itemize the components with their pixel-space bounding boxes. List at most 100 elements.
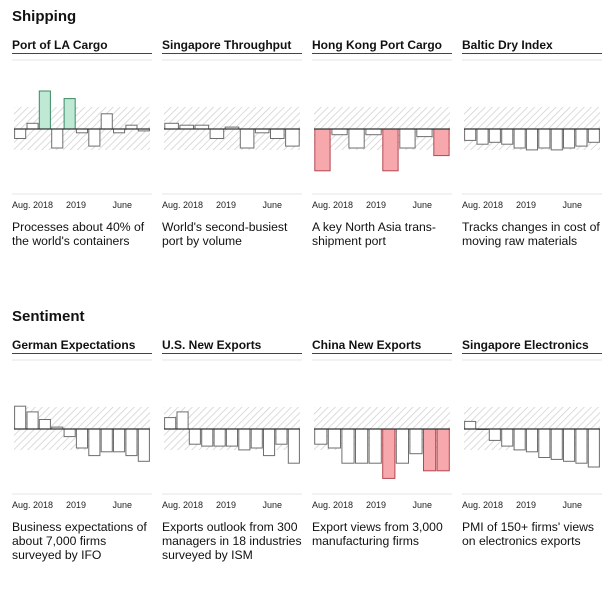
bar-chart: Aug. 2018 2019 June [312, 359, 452, 510]
bar-chart: Aug. 2018 2019 June [162, 59, 302, 210]
tick-label: Aug. 2018 [162, 200, 203, 210]
bar-mark [88, 128, 101, 147]
tick-label: June [562, 500, 582, 510]
tick-label: June [412, 500, 432, 510]
bar-mark [501, 128, 514, 145]
panel-title: Singapore Throughput [162, 38, 302, 54]
bar-mark [164, 122, 179, 130]
bar-mark [38, 419, 51, 430]
panel-title: Baltic Dry Index [462, 38, 602, 54]
bar-mark [63, 428, 76, 438]
panel-description: Tracks changes in cost of moving raw mat… [462, 220, 600, 248]
bar-mark [239, 128, 255, 149]
panel-description: Exports outlook from 300 managers in 18 … [162, 520, 302, 562]
panel-title: China New Exports [312, 338, 452, 354]
tick-label: Aug. 2018 [462, 500, 503, 510]
bar-mark [88, 428, 101, 457]
bar-mark [538, 128, 551, 149]
bar-mark [176, 411, 189, 430]
bar-mark [587, 128, 600, 143]
bar-mark [164, 417, 177, 430]
bar-mark [113, 428, 126, 453]
bar-mark [26, 122, 39, 130]
bar-mark [100, 113, 113, 130]
bar-mark [538, 428, 551, 458]
bar-chart: Aug. 2018 2019 June [312, 59, 452, 210]
panel-title: Port of LA Cargo [12, 38, 152, 54]
panel-title: German Expectations [12, 338, 152, 354]
bar-mark [100, 428, 113, 453]
bar-mark [270, 128, 285, 139]
tick-label: June [112, 200, 132, 210]
bar-mark [575, 428, 588, 464]
bar-mark [188, 428, 201, 445]
tick-label: Aug. 2018 [462, 200, 503, 210]
tick-label: 2019 [366, 500, 386, 510]
bar-chart: Aug. 2018 2019 June [12, 359, 152, 510]
panel-description: A key North Asia trans-shipment port [312, 220, 436, 248]
bar-mark [476, 128, 489, 145]
bar-mark [355, 428, 369, 464]
bar-mark [550, 128, 563, 151]
bar-mark [550, 428, 563, 460]
bar-chart: Aug. 2018 2019 June [462, 359, 602, 510]
bar-mark [409, 428, 423, 455]
bar-mark [488, 428, 501, 441]
bar-mark [314, 428, 328, 445]
bar-chart: Aug. 2018 2019 June [162, 359, 302, 510]
panel-title: Singapore Electronics [462, 338, 602, 354]
panel-description: Business expectations of about 7,000 fir… [12, 520, 147, 562]
bar-mark [513, 428, 526, 451]
tick-label: 2019 [366, 200, 386, 210]
bar-mark [368, 428, 382, 464]
tick-label: June [262, 200, 282, 210]
bar-mark [14, 128, 27, 139]
bar-mark [263, 428, 276, 457]
bar-mark [563, 128, 576, 149]
bar-mark [287, 428, 300, 464]
panel-title: U.S. New Exports [162, 338, 302, 354]
panel-title: Hong Kong Port Cargo [312, 38, 452, 54]
panel-description: Processes about 40% of the world's conta… [12, 220, 145, 248]
tick-label: June [262, 500, 282, 510]
panel-description: PMI of 150+ firms' views on electronics … [462, 520, 595, 548]
bar-mark [331, 128, 348, 136]
bar-mark [525, 128, 539, 151]
bar-mark [416, 128, 433, 138]
bar-mark [285, 128, 300, 147]
bar-chart: Aug. 2018 2019 June [12, 59, 152, 210]
bar-mark [314, 128, 331, 172]
bar-mark [525, 428, 539, 453]
bar-chart: Aug. 2018 2019 June [462, 59, 602, 210]
bar-mark [225, 428, 239, 447]
tick-label: 2019 [66, 200, 86, 210]
bar-mark [14, 405, 27, 430]
bar-mark [275, 428, 288, 445]
bar-mark [433, 128, 450, 157]
tick-label: Aug. 2018 [12, 200, 53, 210]
bar-mark [137, 428, 150, 462]
bar-mark [38, 90, 51, 130]
tick-label: June [112, 500, 132, 510]
bar-mark [513, 128, 526, 149]
bar-mark [464, 128, 477, 141]
bar-mark [348, 128, 365, 149]
bar-mark [464, 420, 477, 430]
panel-description: World's second-busiest port by volume [162, 220, 288, 248]
tick-label: 2019 [216, 200, 236, 210]
tick-label: June [562, 200, 582, 210]
bar-mark [209, 128, 225, 139]
bar-mark [341, 428, 355, 464]
tick-label: 2019 [516, 500, 536, 510]
bar-mark [395, 428, 410, 464]
bar-mark [327, 428, 341, 449]
panel-description: Export views from 3,000 manufacturing fi… [312, 520, 443, 548]
bar-mark [51, 128, 64, 149]
bar-mark [501, 428, 514, 447]
section-title-shipping: Shipping [12, 8, 77, 25]
bar-mark [238, 428, 251, 451]
bar-mark [563, 428, 576, 462]
tick-label: June [412, 200, 432, 210]
bar-mark [201, 428, 214, 447]
tick-label: Aug. 2018 [12, 500, 53, 510]
